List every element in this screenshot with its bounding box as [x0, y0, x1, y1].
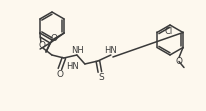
Text: Cl: Cl: [163, 27, 171, 36]
Text: O: O: [175, 57, 182, 66]
Text: HN: HN: [104, 46, 117, 55]
Text: S: S: [97, 72, 103, 81]
Text: O: O: [38, 41, 45, 50]
Text: O: O: [56, 69, 63, 78]
Text: HN: HN: [66, 61, 78, 70]
Text: NH: NH: [71, 46, 84, 55]
Text: O: O: [50, 34, 57, 43]
